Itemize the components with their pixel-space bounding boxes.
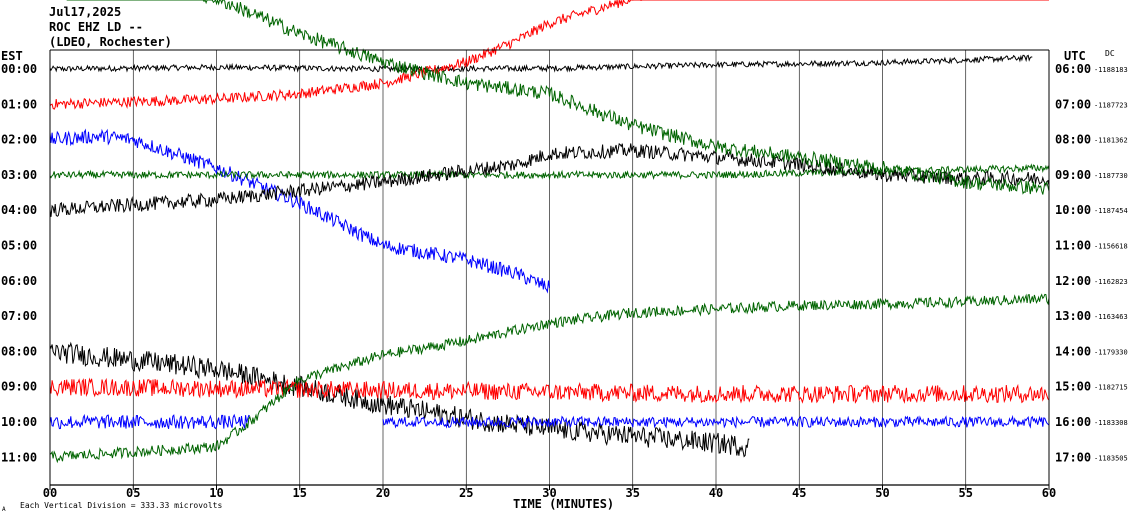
- est-time-label: 04:00: [1, 203, 37, 217]
- trace-line: [49, 128, 550, 294]
- dc-label: DC: [1105, 49, 1115, 58]
- x-tick-label: 30: [542, 486, 556, 500]
- utc-time-label: 09:00: [1055, 168, 1091, 182]
- utc-time-label: 06:00: [1055, 62, 1091, 76]
- dc-offset-label: -1183308: [1094, 419, 1128, 427]
- dc-offset-label: -1163463: [1094, 313, 1128, 321]
- left-timezone-label: EST: [1, 49, 23, 63]
- trace-line: [49, 0, 1049, 110]
- est-time-label: 00:00: [1, 62, 37, 76]
- x-axis-label: TIME (MINUTES): [513, 497, 614, 511]
- dc-offset-label: -1179330: [1094, 348, 1128, 356]
- x-tick-label: 35: [626, 486, 640, 500]
- x-tick-label: 60: [1042, 486, 1056, 500]
- trace-line: [49, 143, 1050, 217]
- dc-offset-label: -1162823: [1094, 278, 1128, 286]
- trace-line: [49, 413, 251, 430]
- est-time-label: 10:00: [1, 415, 37, 429]
- est-time-label: 08:00: [1, 344, 37, 358]
- trace-line: [49, 377, 1050, 404]
- utc-time-label: 11:00: [1055, 239, 1091, 253]
- trace-line: [49, 293, 1050, 464]
- dc-offset-label: -1183505: [1094, 454, 1128, 462]
- est-time-label: 03:00: [1, 168, 37, 182]
- utc-time-label: 10:00: [1055, 203, 1091, 217]
- trace-line: [49, 341, 750, 458]
- x-tick-label: 10: [209, 486, 223, 500]
- utc-time-label: 16:00: [1055, 415, 1091, 429]
- corner-mark: A: [2, 506, 6, 513]
- utc-time-label: 07:00: [1055, 97, 1091, 111]
- trace-line: [382, 414, 1050, 429]
- utc-time-label: 12:00: [1055, 274, 1091, 288]
- x-tick-label: 05: [126, 486, 140, 500]
- x-tick-label: 55: [959, 486, 973, 500]
- x-axis-ticks: 00 05 10 15 20 25 30 35 40 45 50 55 60: [43, 485, 1056, 500]
- dc-offset-label: -1187730: [1094, 172, 1128, 180]
- utc-time-label: 08:00: [1055, 133, 1091, 147]
- dc-offset-label: -1187454: [1094, 207, 1128, 215]
- est-time-label: 11:00: [1, 450, 37, 464]
- x-tick-label: 20: [376, 486, 390, 500]
- x-tick-label: 00: [43, 486, 57, 500]
- x-tick-label: 15: [293, 486, 307, 500]
- x-tick-label: 40: [709, 486, 723, 500]
- est-time-label: 01:00: [1, 97, 37, 111]
- scale-note: Each Vertical Division = 333.33 microvol…: [20, 501, 222, 510]
- est-time-label: 07:00: [1, 309, 37, 323]
- seismic-traces: [49, 0, 1050, 464]
- est-time-label: 02:00: [1, 133, 37, 147]
- dc-offset-label: -1181362: [1094, 137, 1128, 145]
- header-station: ROC EHZ LD --: [49, 20, 143, 34]
- utc-time-label: 14:00: [1055, 344, 1091, 358]
- trace-line: [49, 54, 1033, 74]
- est-time-label: 06:00: [1, 274, 37, 288]
- right-timezone-label: UTC: [1064, 49, 1086, 63]
- dc-offset-label: -1156618: [1094, 243, 1128, 251]
- x-tick-label: 25: [459, 486, 473, 500]
- utc-time-label: 17:00: [1055, 450, 1091, 464]
- est-time-label: 05:00: [1, 239, 37, 253]
- dc-offset-label: -1188183: [1094, 66, 1128, 74]
- dc-offset-label: -1182715: [1094, 384, 1128, 392]
- time-grid: [132, 50, 967, 485]
- header-location: (LDEO, Rochester): [49, 35, 172, 49]
- trace-line: [66, 0, 1050, 195]
- utc-time-label: 13:00: [1055, 309, 1091, 323]
- x-tick-label: 45: [792, 486, 806, 500]
- est-time-label: 09:00: [1, 380, 37, 394]
- x-tick-label: 50: [875, 486, 889, 500]
- header-date: Jul17,2025: [49, 5, 121, 19]
- utc-time-label: 15:00: [1055, 380, 1091, 394]
- dc-offset-label: -1187723: [1094, 101, 1128, 109]
